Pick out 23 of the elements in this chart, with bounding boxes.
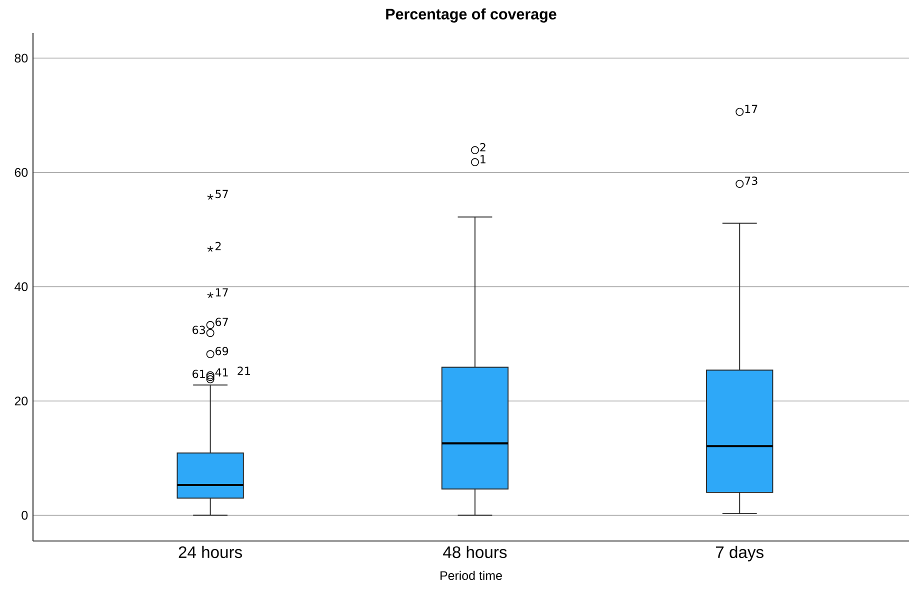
x-tick-label: 48 hours bbox=[443, 546, 507, 558]
y-tick-label: 0 bbox=[22, 510, 28, 520]
annotation: 67 bbox=[216, 318, 228, 326]
x-tick-label: 7 days bbox=[716, 546, 764, 562]
annotation: 41 bbox=[215, 368, 228, 376]
annotation: 73 bbox=[744, 176, 758, 185]
y-tick-label: 40 bbox=[14, 282, 28, 292]
annotation: 17 bbox=[745, 104, 758, 113]
chart-title: Percentage of coverage bbox=[386, 8, 556, 23]
annotation: 21 bbox=[238, 366, 250, 375]
y-tick-label: 20 bbox=[14, 396, 28, 406]
x-tick-label: 24 hours bbox=[178, 546, 242, 558]
annotation: 57 bbox=[216, 190, 228, 198]
annotation: 17 bbox=[216, 288, 228, 296]
annotation: 61 bbox=[192, 370, 205, 378]
annotation: 1 bbox=[480, 155, 486, 164]
annotation: 63 bbox=[192, 326, 206, 334]
x-axis-title: Period time bbox=[440, 570, 502, 580]
y-tick-label: 60 bbox=[14, 168, 28, 177]
annotation: 69 bbox=[216, 346, 228, 356]
y-tick-label: 80 bbox=[14, 54, 28, 63]
annotation: 2 bbox=[216, 242, 221, 250]
annotation: 2 bbox=[480, 143, 486, 152]
